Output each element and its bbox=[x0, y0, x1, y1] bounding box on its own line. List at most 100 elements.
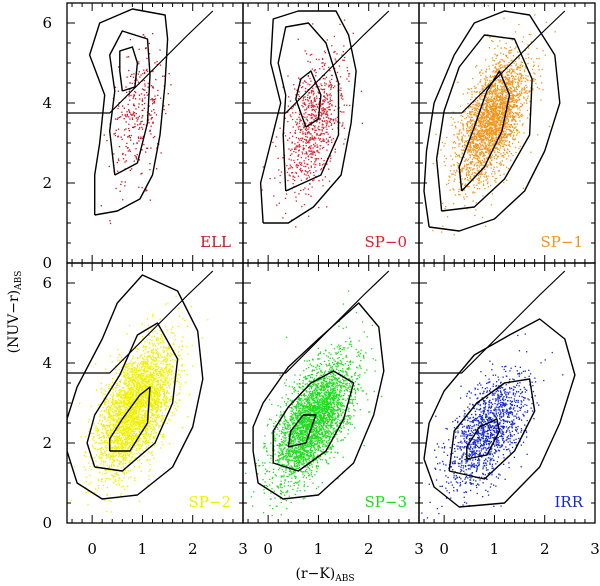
data-point bbox=[494, 105, 496, 107]
data-point bbox=[467, 150, 469, 152]
data-point bbox=[458, 139, 460, 141]
data-point bbox=[135, 91, 137, 94]
data-point bbox=[513, 139, 515, 141]
data-point bbox=[490, 85, 493, 87]
data-point bbox=[313, 143, 315, 146]
data-point bbox=[136, 384, 138, 387]
data-point bbox=[511, 68, 513, 71]
data-point bbox=[490, 90, 492, 92]
data-point bbox=[505, 106, 507, 108]
data-point bbox=[467, 148, 469, 150]
data-point bbox=[486, 105, 488, 107]
data-point bbox=[154, 360, 157, 362]
data-point bbox=[311, 104, 313, 106]
data-point bbox=[476, 158, 478, 161]
data-point bbox=[485, 128, 487, 130]
data-point bbox=[503, 173, 505, 175]
data-point bbox=[491, 138, 493, 140]
data-point bbox=[105, 477, 107, 480]
data-point bbox=[484, 137, 487, 139]
data-point bbox=[491, 145, 493, 147]
data-point bbox=[173, 380, 175, 382]
data-point bbox=[515, 81, 517, 83]
data-point bbox=[130, 139, 132, 141]
data-point bbox=[309, 122, 311, 124]
data-point bbox=[106, 430, 108, 432]
data-point bbox=[168, 387, 171, 389]
data-point bbox=[307, 100, 309, 102]
data-point bbox=[165, 398, 168, 400]
data-point bbox=[495, 103, 497, 105]
data-point bbox=[491, 140, 494, 143]
data-point bbox=[329, 102, 331, 105]
data-point bbox=[508, 133, 510, 135]
data-point bbox=[521, 61, 524, 64]
data-point bbox=[138, 377, 140, 379]
data-point bbox=[531, 68, 534, 71]
data-point bbox=[304, 133, 307, 136]
data-point bbox=[482, 195, 484, 197]
data-point bbox=[479, 96, 481, 98]
data-point bbox=[495, 107, 497, 109]
data-point bbox=[474, 153, 476, 155]
data-point bbox=[472, 103, 474, 106]
data-point bbox=[147, 367, 150, 369]
data-point bbox=[458, 130, 461, 132]
data-point bbox=[452, 173, 454, 175]
data-point bbox=[112, 427, 114, 429]
data-point bbox=[508, 141, 511, 144]
data-point bbox=[163, 384, 165, 386]
data-point bbox=[465, 193, 467, 195]
data-point bbox=[108, 406, 110, 408]
data-point bbox=[490, 124, 493, 126]
data-point bbox=[505, 119, 507, 121]
data-point bbox=[336, 71, 339, 74]
data-point bbox=[517, 113, 520, 115]
data-point bbox=[125, 115, 127, 118]
data-point bbox=[142, 425, 144, 427]
data-point bbox=[488, 65, 490, 67]
data-point bbox=[493, 109, 495, 112]
data-point bbox=[496, 143, 498, 145]
data-point bbox=[507, 110, 509, 113]
data-point bbox=[489, 163, 491, 166]
data-point bbox=[492, 84, 495, 86]
data-point bbox=[127, 430, 129, 432]
data-point bbox=[443, 155, 446, 157]
data-point bbox=[153, 400, 155, 402]
data-point bbox=[131, 82, 133, 85]
data-point bbox=[483, 103, 485, 105]
data-point bbox=[490, 80, 492, 82]
data-point bbox=[109, 222, 112, 225]
data-point bbox=[318, 58, 320, 61]
data-point bbox=[495, 100, 497, 102]
data-point bbox=[159, 49, 161, 51]
data-point bbox=[539, 75, 542, 77]
data-point bbox=[462, 145, 464, 147]
data-point bbox=[329, 70, 331, 72]
data-point bbox=[520, 94, 522, 96]
data-point bbox=[504, 144, 506, 146]
data-point bbox=[159, 447, 162, 449]
data-point bbox=[487, 122, 489, 124]
data-point bbox=[348, 80, 350, 82]
data-point bbox=[125, 445, 127, 448]
data-point bbox=[494, 66, 496, 68]
data-point bbox=[155, 423, 157, 426]
data-point bbox=[463, 164, 466, 166]
data-point bbox=[106, 406, 108, 408]
data-point bbox=[475, 66, 477, 68]
data-point bbox=[454, 174, 456, 176]
data-point bbox=[126, 115, 128, 117]
data-point bbox=[520, 115, 522, 118]
data-point bbox=[494, 131, 497, 134]
data-point bbox=[502, 101, 504, 103]
data-point bbox=[299, 164, 302, 166]
data-point bbox=[141, 366, 144, 368]
data-point bbox=[483, 114, 485, 116]
data-point bbox=[496, 142, 498, 144]
data-point bbox=[360, 90, 363, 92]
data-point bbox=[126, 434, 129, 436]
data-point bbox=[154, 377, 156, 380]
data-point bbox=[492, 114, 494, 116]
